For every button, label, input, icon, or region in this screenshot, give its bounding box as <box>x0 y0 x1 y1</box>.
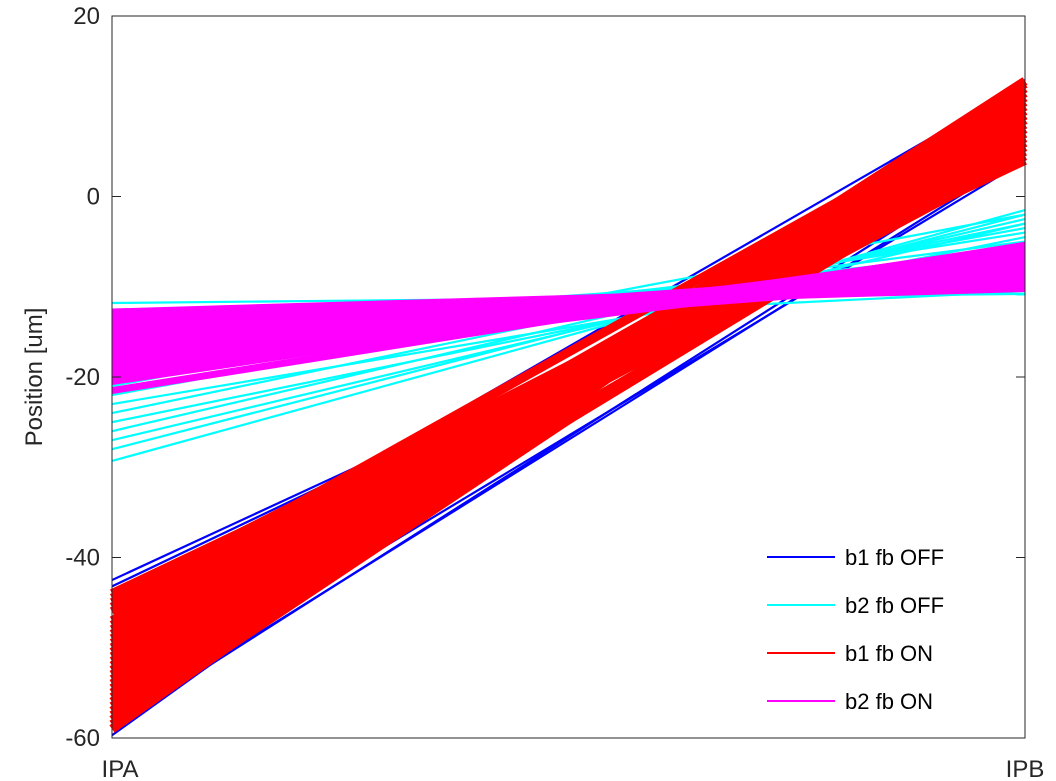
y-tick-label: -40 <box>65 545 100 572</box>
x-tick-label: IPB <box>1006 756 1045 781</box>
y-tick-label: 20 <box>73 3 100 30</box>
series-line <box>111 208 1026 462</box>
series-b1-fb-on <box>109 77 1028 733</box>
legend-label: b2 fb ON <box>845 689 933 714</box>
y-tick-label: -20 <box>65 364 100 391</box>
series-line <box>111 285 1026 320</box>
legend-label: b2 fb OFF <box>845 593 944 618</box>
y-tick-label: -60 <box>65 725 100 752</box>
legend-label: b1 fb ON <box>845 641 933 666</box>
series-line <box>109 106 1028 639</box>
series-line <box>109 88 1028 693</box>
series-line <box>111 274 1026 352</box>
y-axis-label: Position [um] <box>21 308 48 447</box>
series-line <box>109 133 1028 666</box>
legend: b1 fb OFF b2 fb OFF b1 fb ON b2 fb ON <box>757 533 1013 729</box>
y-tick-label: 0 <box>87 184 100 211</box>
series-line <box>111 222 1026 442</box>
legend-label: b1 fb OFF <box>845 545 944 570</box>
series-b2-fb-on <box>111 241 1026 394</box>
x-axis: IPA IPB <box>102 729 1045 781</box>
series-line <box>111 258 1026 379</box>
series-layer <box>109 77 1028 737</box>
x-tick-label: IPA <box>102 756 139 781</box>
legend-box <box>757 533 1013 729</box>
y-axis: 20 0 -20 -40 -60 <box>65 3 1025 752</box>
series-line <box>109 116 1028 720</box>
